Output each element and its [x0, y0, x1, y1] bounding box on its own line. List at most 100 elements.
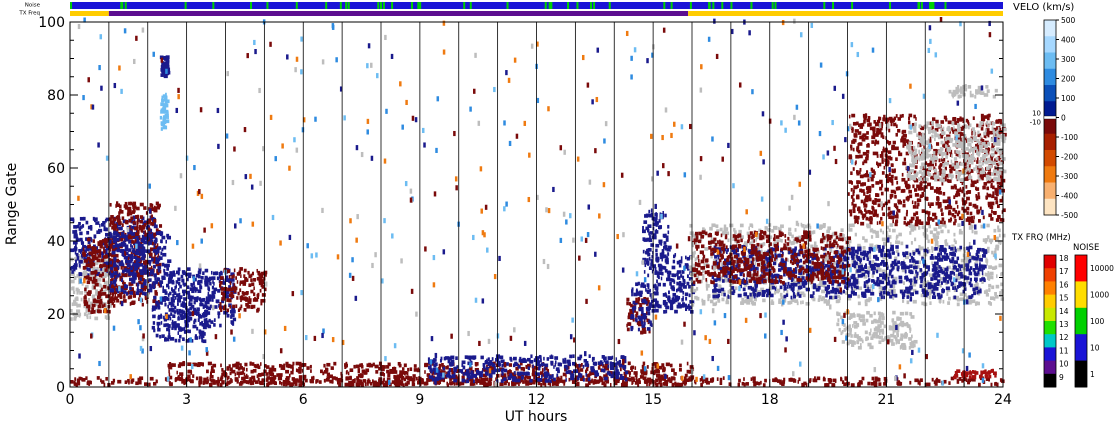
echo-cell — [963, 256, 968, 261]
echo-cell — [200, 275, 204, 280]
echo-cell — [202, 339, 207, 344]
echo-cell — [222, 380, 225, 385]
echo-cell — [112, 263, 117, 268]
echo-cell — [88, 258, 93, 263]
echo-cell — [129, 255, 133, 260]
echo-cell — [631, 292, 633, 297]
echo-cell — [295, 368, 298, 373]
echo-region-4 — [108, 230, 172, 296]
echo-cell — [243, 274, 246, 278]
echo-cell — [138, 293, 141, 298]
echo-cell — [139, 259, 142, 263]
echo-cell — [169, 280, 174, 284]
echo-cell — [643, 316, 646, 321]
echo-cell — [774, 241, 777, 246]
echo-cell — [931, 246, 934, 250]
echo-cell — [71, 270, 74, 274]
echo-cell — [162, 252, 167, 257]
echo-cell — [650, 320, 652, 325]
echo-cell — [485, 372, 489, 376]
echo-cell — [387, 373, 391, 378]
echo-cell — [987, 300, 991, 305]
echo-cell — [249, 361, 252, 366]
echo-cell — [897, 382, 902, 386]
echo-cell — [124, 273, 128, 278]
echo-cell — [719, 276, 724, 280]
echo-cell — [413, 364, 417, 368]
echo-cell — [203, 332, 206, 336]
echo-cell — [620, 355, 625, 359]
echo-cell — [226, 366, 229, 370]
echo-cell — [640, 320, 644, 325]
echo-cell — [827, 226, 832, 231]
echo-cell — [580, 377, 584, 381]
echo-cell — [469, 375, 473, 379]
echo-cell — [142, 236, 146, 241]
echo-cell — [981, 280, 984, 284]
echo-cell — [683, 280, 686, 285]
echo-cell — [87, 273, 90, 277]
echo-cell — [173, 305, 177, 310]
echo-cell — [679, 363, 682, 368]
echo-cell — [919, 275, 924, 280]
echo-cell — [172, 270, 176, 275]
echo-cell — [930, 253, 934, 258]
echo-cell — [132, 208, 136, 213]
echo-cell — [174, 285, 177, 290]
echo-cell — [910, 241, 913, 245]
echo-cell — [237, 366, 241, 371]
echo-cell — [74, 229, 78, 234]
echo-cell — [656, 373, 661, 378]
echo-cell — [972, 299, 976, 304]
echo-cell — [497, 368, 501, 373]
echo-cell — [987, 235, 990, 239]
echo-cell — [194, 334, 197, 338]
echo-cell — [870, 235, 874, 239]
echo-cell — [615, 366, 618, 371]
echo-cell — [526, 357, 531, 362]
echo-cell — [78, 248, 83, 253]
echo-cell — [152, 307, 155, 312]
noise-strip-tick — [689, 2, 692, 9]
echo-cell — [934, 237, 938, 242]
echo-cell — [135, 248, 139, 253]
echo-cell — [956, 276, 960, 281]
echo-cell — [481, 369, 484, 374]
echo-cell — [538, 354, 542, 359]
noise-strip-tick — [417, 2, 420, 9]
echo-cell — [651, 269, 654, 274]
echo-cell — [82, 247, 85, 251]
echo-cell — [81, 254, 83, 259]
echo-cell — [520, 359, 525, 363]
echo-cell — [318, 380, 322, 384]
echo-cell — [626, 301, 629, 306]
echo-cell — [964, 292, 967, 297]
echo-cell — [156, 379, 158, 384]
echo-cell — [161, 107, 166, 112]
echo-cell — [792, 279, 795, 284]
echo-cell — [988, 238, 994, 243]
echo-cell — [380, 365, 384, 369]
echo-cell — [278, 373, 283, 377]
echo-cell — [704, 379, 708, 384]
echo-cell — [537, 381, 541, 386]
echo-cell — [187, 377, 190, 382]
echo-cell — [81, 378, 86, 382]
echo-cell — [85, 309, 88, 314]
echo-cell — [898, 232, 902, 237]
echo-cell — [192, 324, 197, 329]
echo-cell — [994, 247, 997, 252]
echo-cell — [378, 378, 381, 383]
echo-cell — [565, 366, 569, 370]
echo-cell — [862, 246, 866, 250]
echo-cell — [842, 233, 844, 238]
echo-cell — [108, 304, 112, 308]
echo-cell — [105, 284, 108, 288]
echo-cell — [323, 378, 326, 383]
echo-cell — [230, 315, 233, 319]
echo-cell — [119, 204, 122, 209]
echo-cell — [641, 330, 644, 335]
echo-cell — [133, 255, 137, 260]
echo-cell — [650, 370, 654, 375]
echo-cell — [530, 354, 533, 359]
